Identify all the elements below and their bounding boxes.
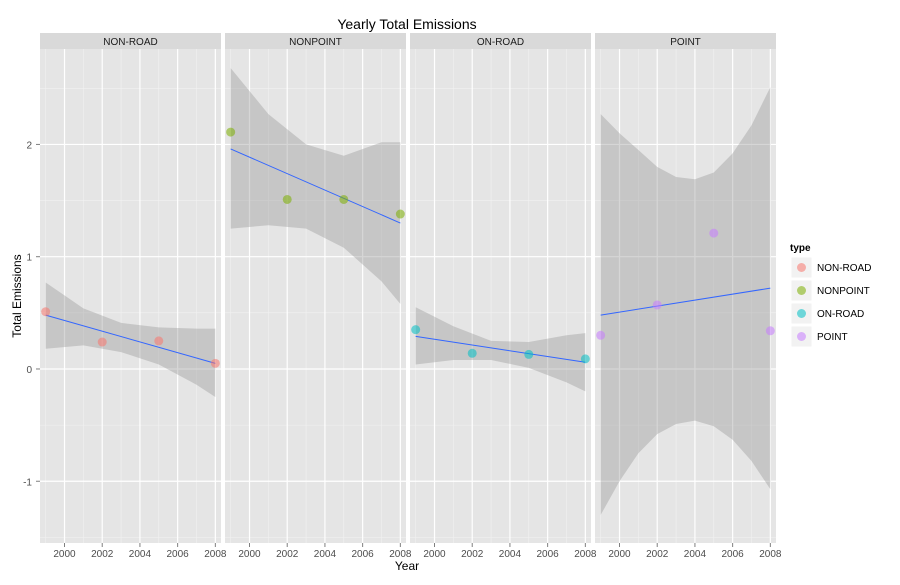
legend-label: POINT <box>817 332 848 343</box>
facet-strip-label: POINT <box>670 37 701 48</box>
data-point <box>97 337 107 347</box>
x-tick-label: 2002 <box>276 549 299 560</box>
facet-strip-label: NONPOINT <box>289 37 342 48</box>
x-tick-label: 2002 <box>646 549 669 560</box>
legend-label: NON-ROAD <box>817 263 871 274</box>
y-tick-label: 0 <box>26 365 32 376</box>
x-tick-label: 2006 <box>352 549 375 560</box>
confidence-band <box>45 282 216 397</box>
panel-background <box>225 49 406 543</box>
facet-strip <box>595 33 776 49</box>
y-tick-label: -1 <box>23 477 32 488</box>
confidence-band <box>600 87 771 515</box>
regression-line <box>45 314 216 364</box>
legend-marker <box>797 286 806 295</box>
x-tick-label: 2004 <box>314 549 337 560</box>
x-tick-label: 2008 <box>204 549 227 560</box>
x-tick-label: 2002 <box>461 549 484 560</box>
panel-background <box>410 49 591 543</box>
legend-label: ON-ROAD <box>817 309 864 320</box>
facet-strip-label: ON-ROAD <box>477 37 524 48</box>
regression-line <box>600 287 771 316</box>
data-point <box>282 194 292 204</box>
x-tick-label: 2008 <box>574 549 597 560</box>
facet-panel-point: POINT 2000 2002 2004 2006 2008 <box>595 33 782 560</box>
x-tick-label: 2002 <box>91 549 114 560</box>
regression-line <box>230 148 401 224</box>
y-tick-label: 1 <box>26 253 32 264</box>
x-tick-label: 2000 <box>53 549 76 560</box>
facet-panel-on-road: ON-ROAD 2000 2002 2004 2006 2008 <box>410 33 597 560</box>
data-point <box>339 194 349 204</box>
facet-strip <box>40 33 221 49</box>
legend-label: NONPOINT <box>817 286 870 297</box>
legend-title: type <box>790 243 811 254</box>
data-point <box>395 209 405 219</box>
x-tick-label: 2006 <box>537 549 560 560</box>
data-point <box>41 307 51 317</box>
data-point <box>765 326 775 336</box>
x-tick-label: 2004 <box>684 549 707 560</box>
data-point <box>524 349 534 359</box>
x-axis-title: Year <box>395 559 419 573</box>
data-point <box>411 325 421 335</box>
x-tick-label: 2004 <box>499 549 522 560</box>
x-tick-label: 2006 <box>722 549 745 560</box>
regression-line <box>415 335 586 363</box>
y-axis-title: Total Emissions <box>10 254 24 337</box>
legend: type NON-ROAD NONPOINT ON-ROAD POINT <box>790 243 871 348</box>
legend-marker <box>797 263 806 272</box>
panel-background <box>40 49 221 543</box>
facet-panel-non-road: NON-ROAD 2000 2002 2004 2006 2008 <box>40 33 227 560</box>
y-tick-label: 2 <box>26 140 32 151</box>
data-point <box>154 336 164 346</box>
facet-panel-nonpoint: NONPOINT 2000 2002 2004 2006 2008 <box>225 33 412 560</box>
x-tick-label: 2000 <box>423 549 446 560</box>
facet-strip <box>410 33 591 49</box>
x-tick-label: 2006 <box>167 549 190 560</box>
facet-strip-label: NON-ROAD <box>103 37 157 48</box>
x-tick-label: 2000 <box>238 549 261 560</box>
legend-marker <box>797 309 806 318</box>
x-tick-label: 2008 <box>759 549 782 560</box>
legend-marker <box>797 332 806 341</box>
chart-title: Yearly Total Emissions <box>337 16 476 32</box>
data-point <box>652 300 662 310</box>
x-tick-label: 2004 <box>129 549 152 560</box>
data-point <box>226 127 236 137</box>
x-tick-label: 2000 <box>608 549 631 560</box>
data-point <box>580 354 590 364</box>
data-point <box>596 330 606 340</box>
data-point <box>467 348 477 358</box>
panel-background <box>595 49 776 543</box>
data-point <box>210 358 220 368</box>
x-tick-label: 2008 <box>389 549 412 560</box>
data-point <box>709 228 719 238</box>
facet-strip <box>225 33 406 49</box>
